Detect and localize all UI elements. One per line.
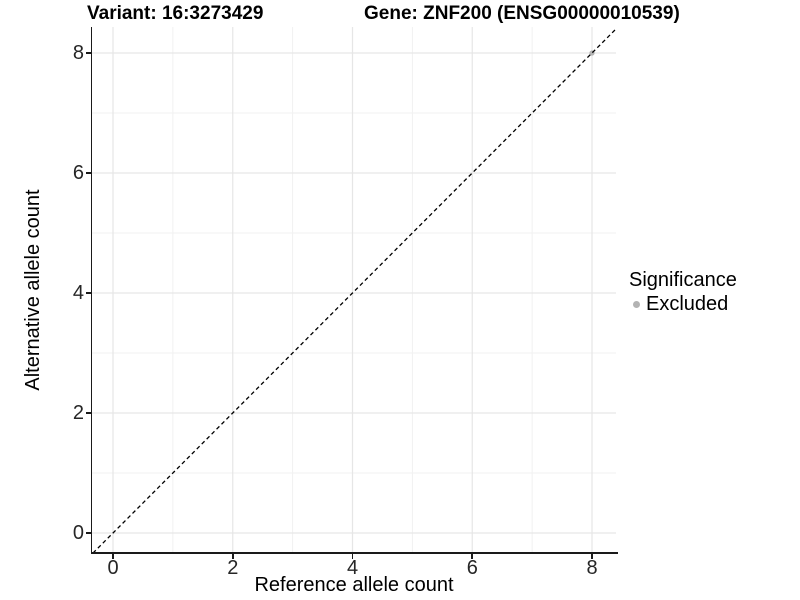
y-tick-label: 2	[72, 402, 84, 424]
y-axis-line	[90, 27, 93, 554]
y-tick-label: 6	[72, 162, 84, 184]
y-tick-mark	[85, 532, 91, 534]
x-tick-mark	[591, 554, 593, 559]
y-tick-mark	[85, 412, 91, 414]
y-tick-mark	[85, 172, 91, 174]
x-tick-mark	[351, 554, 354, 559]
x-tick-label: 0	[107, 557, 119, 579]
x-tick-mark	[112, 554, 114, 559]
x-tick-label: 4	[346, 557, 359, 579]
x-axis-label: Reference allele count	[254, 574, 454, 596]
legend-entry-label: Excluded	[646, 293, 729, 315]
x-tick-label: 2	[227, 557, 239, 579]
y-axis-label: Alternative allele count	[22, 189, 44, 391]
x-axis-line	[90, 552, 618, 555]
y-tick-label: 0	[72, 522, 84, 544]
y-tick-mark	[85, 292, 91, 294]
x-tick-label: 8	[586, 557, 598, 579]
plot-panel-canvas	[92, 27, 616, 553]
legend-title: Significance	[629, 269, 737, 291]
identity-reference-line	[92, 28, 616, 553]
plot-panel	[92, 27, 616, 553]
variant-title: Variant: 16:3273429	[87, 3, 264, 24]
x-tick-label: 6	[466, 557, 478, 579]
x-tick-mark	[471, 554, 474, 559]
legend-key-dot-icon	[633, 301, 640, 308]
legend-entries: Excluded	[629, 293, 737, 316]
legend-entry: Excluded	[629, 293, 737, 316]
x-tick-mark	[231, 554, 234, 559]
legend: Significance Excluded	[629, 268, 737, 316]
gene-title: Gene: ZNF200 (ENSG00000010539)	[364, 3, 680, 24]
y-tick-label: 4	[72, 282, 84, 304]
y-tick-mark	[85, 52, 91, 54]
y-tick-label: 8	[72, 42, 84, 64]
